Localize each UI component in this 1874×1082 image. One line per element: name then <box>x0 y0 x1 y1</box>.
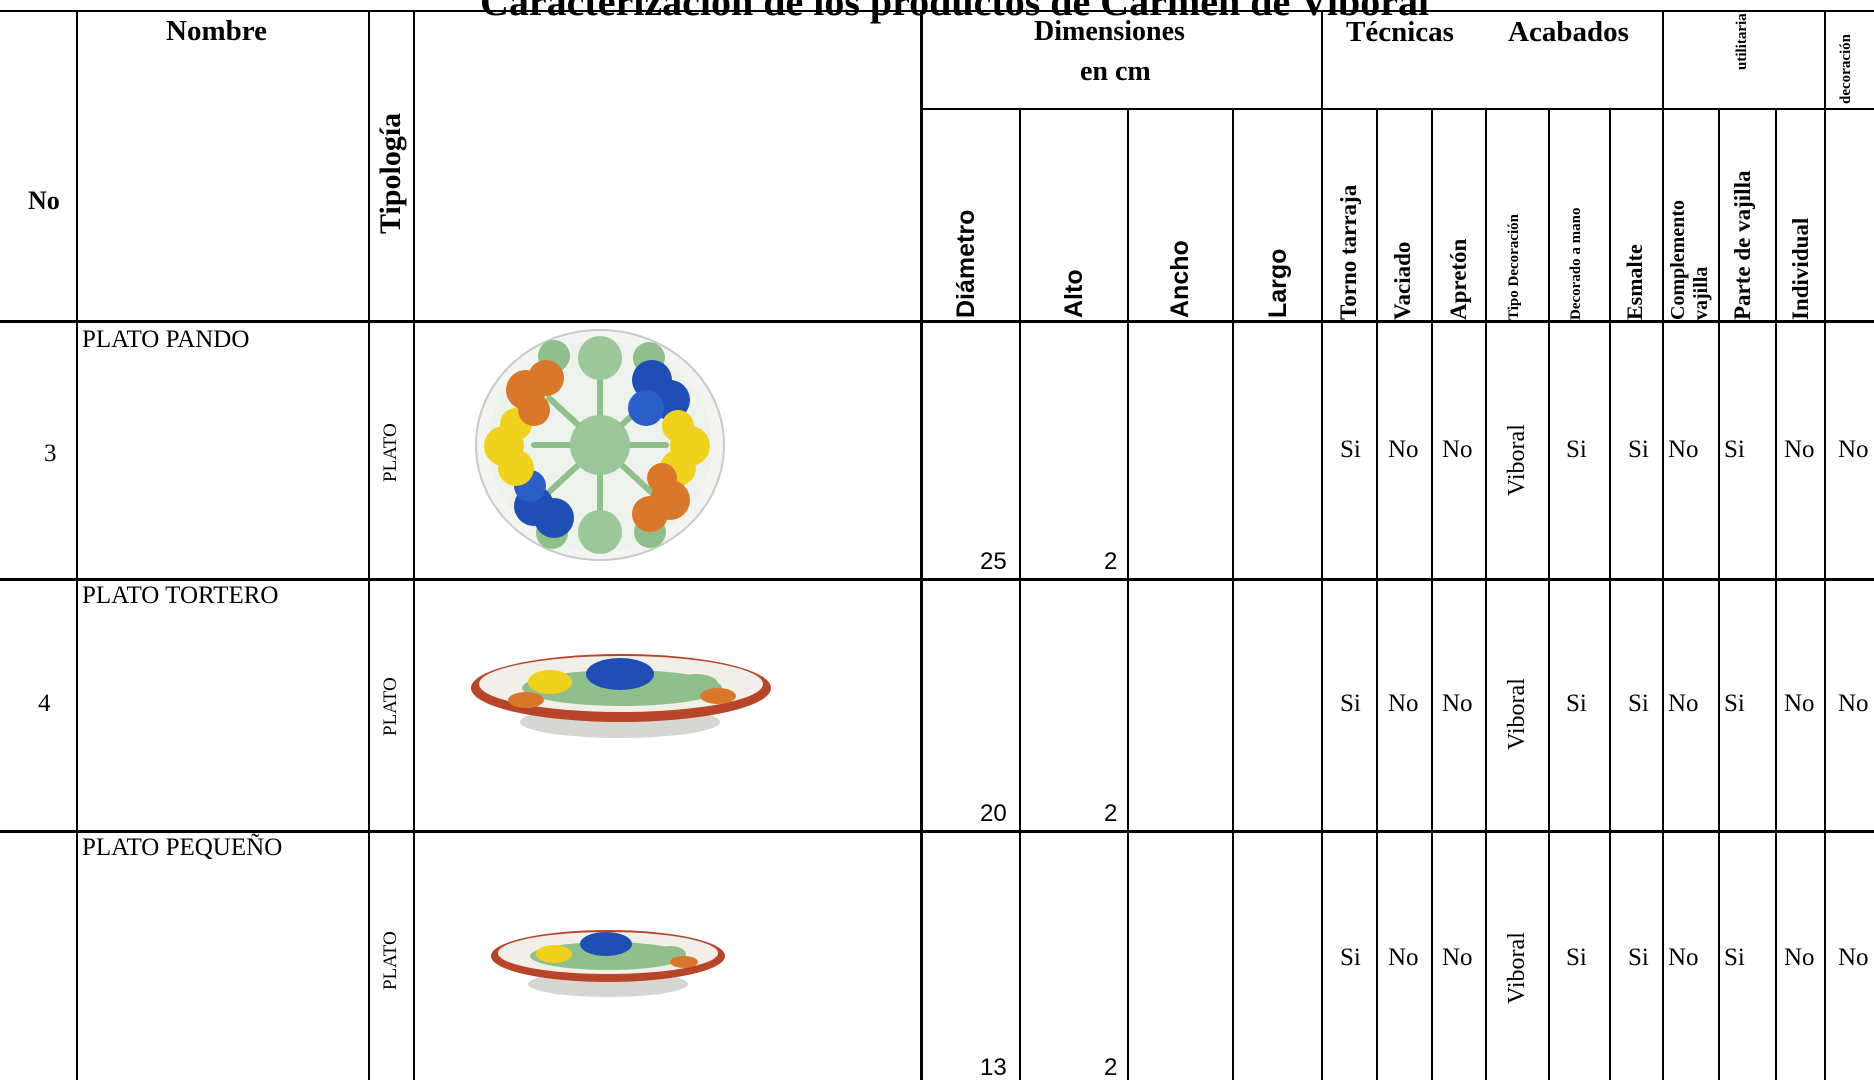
header-diametro: Diámetro <box>952 209 980 318</box>
row-esmalte: Si <box>1628 436 1649 463</box>
row-alto: 2 <box>1104 800 1118 827</box>
row-vaciado: No <box>1388 690 1419 717</box>
flower-yellow <box>484 408 710 486</box>
plate-side-view-small-image <box>491 930 725 997</box>
row-tipo-decoracion: Viboral <box>1504 424 1530 496</box>
header-decoracion: decoración <box>1838 34 1854 104</box>
col-line <box>1824 10 1826 1080</box>
col-line <box>76 10 78 1080</box>
header-acabados: Acabados <box>1508 16 1629 48</box>
row-decorado: Si <box>1566 690 1587 717</box>
row-torno: Si <box>1340 944 1361 971</box>
header-alto: Alto <box>1060 269 1088 318</box>
grid-line-subheader <box>922 108 1874 110</box>
row-nombre: PLATO TORTERO <box>82 582 279 609</box>
header-esmalte: Esmalte <box>1622 244 1647 320</box>
row-decorado: Si <box>1566 944 1587 971</box>
row-individual: No <box>1784 944 1815 971</box>
col-line <box>1127 110 1129 1080</box>
row-parte: Si <box>1724 436 1745 463</box>
row-decoracion: No <box>1838 436 1869 463</box>
col-line <box>1019 110 1021 1080</box>
row-apreton: No <box>1442 690 1473 717</box>
grid-line-row1 <box>0 578 1874 581</box>
col-line <box>1609 110 1611 1080</box>
row-tipologia: PLATO <box>380 677 401 736</box>
col-line <box>1662 10 1664 1080</box>
row-tipo-decoracion: Viboral <box>1504 678 1530 750</box>
row-complemento: No <box>1668 690 1699 717</box>
row-tipo-decoracion: Viboral <box>1504 932 1530 1004</box>
header-en-cm: en cm <box>1080 56 1151 87</box>
row-apreton: No <box>1442 944 1473 971</box>
row-parte: Si <box>1724 690 1745 717</box>
row-no: 4 <box>38 690 51 717</box>
col-line <box>413 10 415 1080</box>
row-apreton: No <box>1442 436 1473 463</box>
row-decoracion: No <box>1838 944 1869 971</box>
grid-line-row2 <box>0 830 1874 833</box>
row-torno: Si <box>1340 690 1361 717</box>
flower-orange <box>506 360 690 532</box>
header-ancho: Ancho <box>1166 240 1194 318</box>
flower-blue <box>514 360 690 538</box>
plate-top-view-image <box>475 329 725 561</box>
col-line <box>1376 110 1378 1080</box>
row-decorado: Si <box>1566 436 1587 463</box>
col-line <box>1718 110 1720 1080</box>
row-esmalte: Si <box>1628 944 1649 971</box>
header-individual: Individual <box>1788 217 1813 320</box>
row-complemento: No <box>1668 944 1699 971</box>
row-diametro: 25 <box>980 548 1007 575</box>
header-torno-tarraja: Torno tarraja <box>1336 184 1361 320</box>
row-individual: No <box>1784 436 1815 463</box>
col-line <box>1431 110 1433 1080</box>
col-line <box>1775 110 1777 1080</box>
header-tipologia: Tipología <box>374 112 407 234</box>
row-vaciado: No <box>1388 944 1419 971</box>
grid-line-header-bottom <box>0 320 1874 323</box>
row-alto: 2 <box>1104 548 1118 575</box>
row-vaciado: No <box>1388 436 1419 463</box>
header-dimensiones: Dimensiones <box>1034 16 1185 47</box>
page-title: Caracterización de los productos de Carm… <box>480 0 1430 24</box>
header-parte-de-vajilla: Parte de vajilla <box>1730 170 1755 320</box>
row-nombre: PLATO PANDO <box>82 326 250 353</box>
col-line <box>920 10 923 1080</box>
row-parte: Si <box>1724 944 1745 971</box>
header-utilitaria: utilitaria <box>1734 13 1750 70</box>
row-alto: 2 <box>1104 1054 1118 1081</box>
header-decorado-a-mano: Decorado a mano <box>1568 207 1584 321</box>
row-torno: Si <box>1340 436 1361 463</box>
row-nombre: PLATO PEQUEÑO <box>82 834 283 861</box>
header-largo: Largo <box>1264 248 1292 318</box>
header-nombre: Nombre <box>166 15 267 47</box>
row-diametro: 13 <box>980 1054 1007 1081</box>
row-diametro: 20 <box>980 800 1007 827</box>
row-decoracion: No <box>1838 690 1869 717</box>
col-line <box>1232 110 1234 1080</box>
header-complemento: Complemento <box>1667 200 1689 320</box>
col-line <box>1548 110 1550 1080</box>
header-tecnicas: Técnicas <box>1346 16 1454 48</box>
col-line <box>368 10 370 1080</box>
header-apreton: Apretón <box>1446 238 1471 320</box>
row-tipologia: PLATO <box>380 931 401 990</box>
plate-side-view-image <box>471 654 771 738</box>
row-tipologia: PLATO <box>380 423 401 482</box>
header-no: No <box>28 186 60 215</box>
grid-line-top <box>0 10 1874 12</box>
col-line <box>1485 110 1487 1080</box>
row-no: 3 <box>44 440 57 467</box>
col-line <box>1321 10 1323 1080</box>
row-esmalte: Si <box>1628 690 1649 717</box>
header-tipo-decoracion: Tipo Decoración <box>1506 214 1522 320</box>
row-complemento: No <box>1668 436 1699 463</box>
header-vajilla: vajilla <box>1690 266 1712 320</box>
header-vaciado: Vaciado <box>1390 241 1415 320</box>
row-individual: No <box>1784 690 1815 717</box>
